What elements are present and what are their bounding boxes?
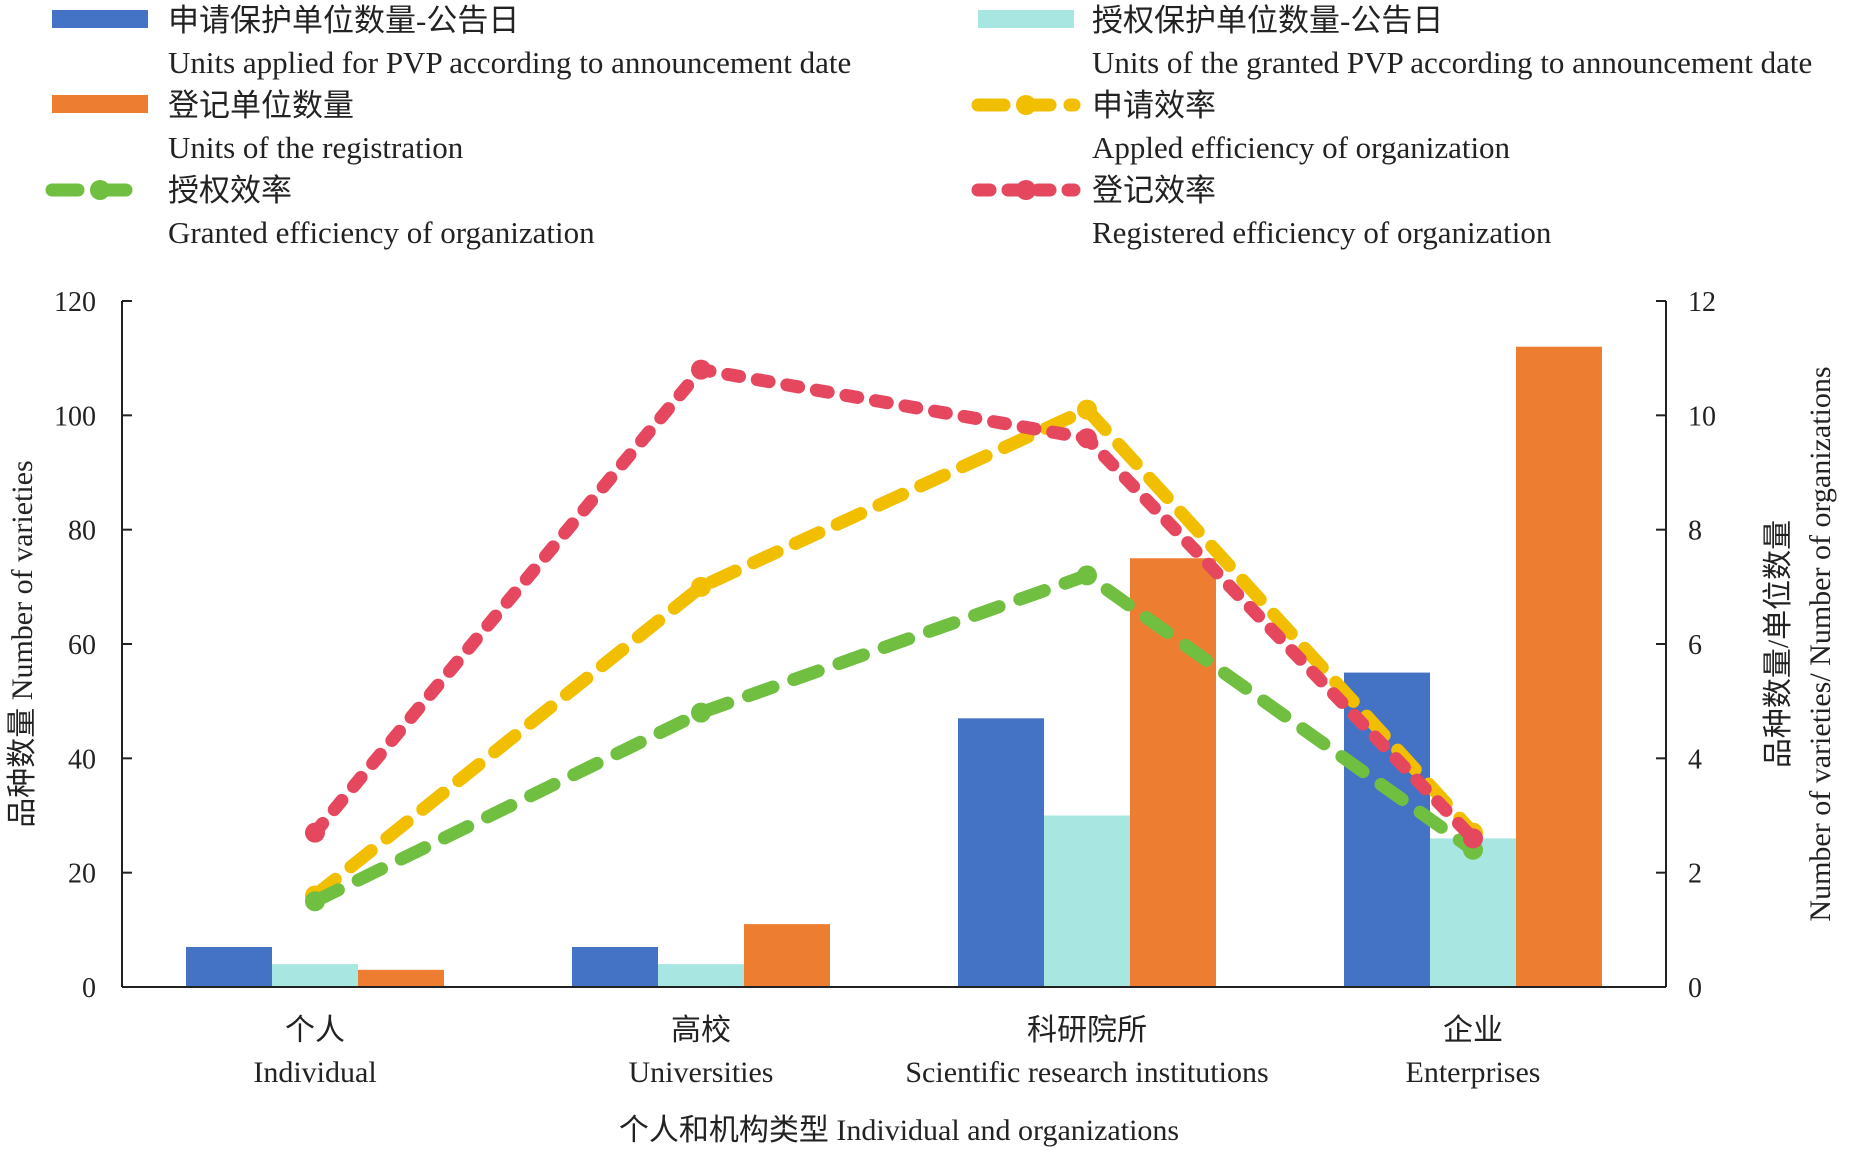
legend-swatch-marker bbox=[90, 180, 110, 200]
legend-swatch-marker bbox=[1016, 180, 1036, 200]
legend-label-zh: 申请保护单位数量-公告日 bbox=[168, 3, 519, 38]
legend-label-zh: 申请效率 bbox=[1092, 88, 1216, 123]
right-tick-label: 6 bbox=[1688, 630, 1702, 661]
legend-swatch-bar bbox=[978, 10, 1074, 28]
line-3-point-1 bbox=[305, 822, 325, 843]
right-tick-label: 0 bbox=[1688, 973, 1702, 1004]
line-1-point-2 bbox=[691, 576, 711, 597]
bar-1-cat-3 bbox=[958, 718, 1044, 987]
legend-swatch-marker bbox=[1016, 95, 1036, 115]
category-label-en: Individual bbox=[253, 1056, 376, 1089]
bar-2-cat-1 bbox=[272, 964, 358, 987]
category-label-en: Enterprises bbox=[1406, 1056, 1541, 1089]
bar-3-cat-2 bbox=[744, 924, 830, 987]
category-label-zh: 高校 bbox=[671, 1014, 731, 1047]
line-2-point-3 bbox=[1077, 565, 1097, 586]
x-axis-title: 个人和机构类型 Individual and organizations bbox=[619, 1114, 1179, 1147]
legend-label-en: Units of the granted PVP according to an… bbox=[1092, 45, 1812, 80]
bar-2-cat-3 bbox=[1044, 815, 1130, 987]
lines-group bbox=[305, 359, 1483, 912]
legend-label-zh: 登记单位数量 bbox=[168, 88, 354, 123]
bars-group bbox=[186, 346, 1602, 987]
legend: 申请保护单位数量-公告日 Units applied for PVP accord… bbox=[45, 3, 1812, 250]
line-2-point-2 bbox=[691, 702, 711, 723]
bar-1-cat-2 bbox=[572, 946, 658, 987]
legend-label-zh: 授权效率 bbox=[168, 173, 292, 208]
line-series-3 bbox=[308, 363, 1480, 845]
left-axis-title: 品种数量 Number of varieties bbox=[6, 460, 39, 827]
right-tick-label: 8 bbox=[1688, 516, 1702, 547]
legend-label-en: Granted efficiency of organization bbox=[168, 215, 595, 250]
bar-1-cat-1 bbox=[186, 946, 272, 987]
right-tick-label: 12 bbox=[1688, 287, 1716, 318]
right-axis-title-zh: 品种数量/单位数量 bbox=[1762, 520, 1795, 768]
legend-label-en: Appled efficiency of organization bbox=[1092, 130, 1511, 165]
category-label-en: Universities bbox=[629, 1056, 774, 1089]
bar-2-cat-2 bbox=[658, 964, 744, 987]
line-3-point-4 bbox=[1463, 828, 1483, 849]
line-2-point-1 bbox=[305, 891, 325, 912]
right-tick-label: 10 bbox=[1688, 401, 1716, 432]
axes-group: 0 20 40 60 80 100 120 0 2 4 6 8 10 12 个人 Individual 高校 Un… bbox=[6, 287, 1837, 1147]
left-tick-label: 100 bbox=[54, 401, 96, 432]
category-label-zh: 企业 bbox=[1443, 1014, 1503, 1047]
left-tick-label: 0 bbox=[82, 973, 96, 1004]
right-tick-label: 2 bbox=[1688, 859, 1702, 890]
category-label-zh: 科研院所 bbox=[1027, 1014, 1147, 1047]
legend-swatch-bar bbox=[52, 10, 148, 28]
left-tick-label: 20 bbox=[68, 859, 96, 890]
line-series-1 bbox=[308, 403, 1480, 903]
left-tick-label: 120 bbox=[54, 287, 96, 318]
left-tick-label: 60 bbox=[68, 630, 96, 661]
line-series-2 bbox=[308, 568, 1480, 908]
left-tick-label: 80 bbox=[68, 516, 96, 547]
plot-area: 0 20 40 60 80 100 120 0 2 4 6 8 10 12 个人 Individual 高校 Un… bbox=[6, 287, 1837, 1147]
bar-2-cat-4 bbox=[1430, 838, 1516, 987]
bar-3-cat-4 bbox=[1516, 346, 1602, 987]
bar-3-cat-1 bbox=[358, 969, 444, 987]
legend-label-en: Registered efficiency of organization bbox=[1092, 215, 1552, 250]
line-1-point-3 bbox=[1077, 399, 1097, 420]
legend-label-zh: 登记效率 bbox=[1092, 173, 1216, 208]
legend-label-en: Units of the registration bbox=[168, 130, 464, 165]
line-3-point-2 bbox=[691, 359, 711, 380]
category-label-en: Scientific research institutions bbox=[905, 1056, 1268, 1089]
legend-label-zh: 授权保护单位数量-公告日 bbox=[1092, 3, 1443, 38]
line-3-point-3 bbox=[1077, 428, 1097, 449]
legend-label-en: Units applied for PVP according to annou… bbox=[168, 45, 851, 80]
right-axis-title-en: Number of varieties/ Number of organizat… bbox=[1804, 366, 1837, 921]
legend-swatch-bar bbox=[52, 95, 148, 113]
category-label-zh: 个人 bbox=[285, 1014, 345, 1047]
right-tick-label: 4 bbox=[1688, 744, 1702, 775]
left-tick-label: 40 bbox=[68, 744, 96, 775]
